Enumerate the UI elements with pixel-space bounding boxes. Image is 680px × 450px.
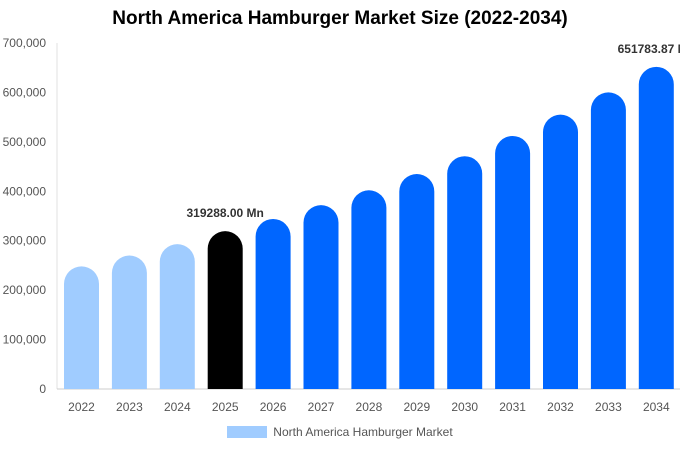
bar-2029 xyxy=(399,173,435,389)
x-tick-label: 2030 xyxy=(451,400,478,414)
y-tick-label: 200,000 xyxy=(3,283,47,297)
bar-2025 xyxy=(207,231,243,389)
y-tick-label: 500,000 xyxy=(3,135,47,149)
y-tick-label: 100,000 xyxy=(3,333,47,347)
x-tick-label: 2026 xyxy=(260,400,287,414)
x-tick-label: 2032 xyxy=(547,400,574,414)
bar-2027 xyxy=(303,205,339,389)
bar-2030 xyxy=(447,156,483,389)
x-tick-label: 2028 xyxy=(356,400,383,414)
y-tick-label: 300,000 xyxy=(3,234,47,248)
x-tick-label: 2033 xyxy=(595,400,622,414)
x-tick-label: 2031 xyxy=(499,400,526,414)
bar-2023 xyxy=(111,255,147,389)
bar-2034 xyxy=(638,66,674,389)
data-label: 651783.87 Mn xyxy=(618,42,680,56)
x-tick-label: 2022 xyxy=(68,400,95,414)
data-label: 319288.00 Mn xyxy=(187,206,264,220)
bar-2022 xyxy=(64,266,99,389)
legend-swatch xyxy=(227,426,268,438)
legend[interactable]: North America Hamburger Market xyxy=(0,425,680,439)
bar-2026 xyxy=(255,218,291,389)
x-tick-label: 2024 xyxy=(164,400,191,414)
x-tick-label: 2023 xyxy=(116,400,143,414)
y-tick-label: 0 xyxy=(39,382,46,396)
bar-2032 xyxy=(543,114,578,389)
y-tick-label: 700,000 xyxy=(3,36,47,50)
bar-2031 xyxy=(495,135,531,389)
bar-2024 xyxy=(159,244,195,389)
x-tick-label: 2025 xyxy=(212,400,239,414)
bar-2033 xyxy=(590,92,626,389)
x-tick-label: 2027 xyxy=(308,400,335,414)
x-tick-label: 2034 xyxy=(643,400,670,414)
x-tick-label: 2029 xyxy=(403,400,430,414)
chart-title: North America Hamburger Market Size (202… xyxy=(112,8,568,29)
legend-label: North America Hamburger Market xyxy=(273,425,453,439)
y-tick-label: 600,000 xyxy=(3,85,47,99)
y-tick-label: 400,000 xyxy=(3,184,47,198)
bar-2028 xyxy=(351,190,387,389)
